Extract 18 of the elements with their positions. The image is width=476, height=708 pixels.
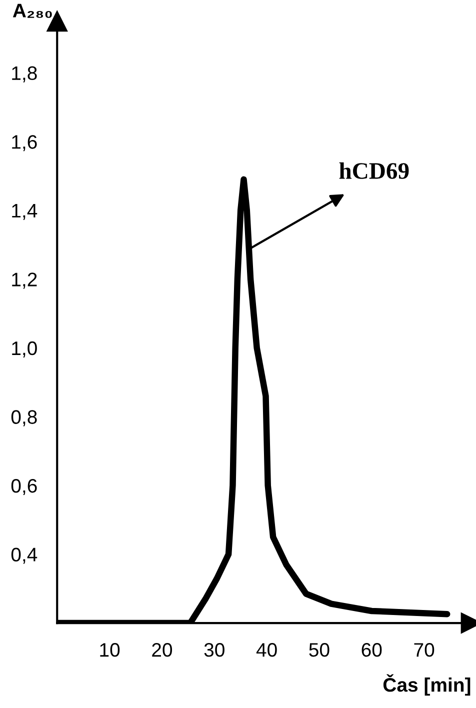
x-tick-label: 70 xyxy=(414,643,434,657)
y-tick-label: 0,4 xyxy=(11,548,38,564)
y-tick-label: 1,8 xyxy=(12,66,37,82)
x-tick-label: 40 xyxy=(256,643,277,657)
x-axis-title: Čas [min] xyxy=(383,674,470,696)
annotation: hCD69 xyxy=(339,162,409,179)
x-tick-label: 10 xyxy=(100,643,120,657)
x-tick-label: 30 xyxy=(204,643,224,657)
y-axis-title: A₂₈₀ xyxy=(12,4,52,18)
y-tick-label: 1,0 xyxy=(12,341,37,358)
y-tick-label: 1,6 xyxy=(12,135,37,152)
x-tick-label: 20 xyxy=(152,643,172,657)
y-tick-label: 1,4 xyxy=(12,204,38,220)
y-tick-label: 0,8 xyxy=(11,410,37,426)
y-tick-label: 0,6 xyxy=(11,478,37,496)
y-tick-label: 1,2 xyxy=(12,272,37,289)
x-tick-label: 50 xyxy=(309,643,330,657)
x-tick-label: 60 xyxy=(362,643,382,657)
